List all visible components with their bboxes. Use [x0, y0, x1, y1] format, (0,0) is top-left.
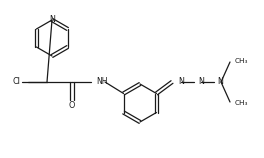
Text: CH₃: CH₃	[235, 100, 248, 106]
Text: Cl: Cl	[12, 78, 20, 86]
Text: NH: NH	[96, 76, 107, 85]
Text: N: N	[198, 78, 204, 86]
Text: N: N	[217, 78, 223, 86]
Text: N: N	[49, 15, 55, 24]
Text: N: N	[178, 78, 184, 86]
Text: O: O	[69, 100, 75, 109]
Text: CH₃: CH₃	[235, 58, 248, 64]
